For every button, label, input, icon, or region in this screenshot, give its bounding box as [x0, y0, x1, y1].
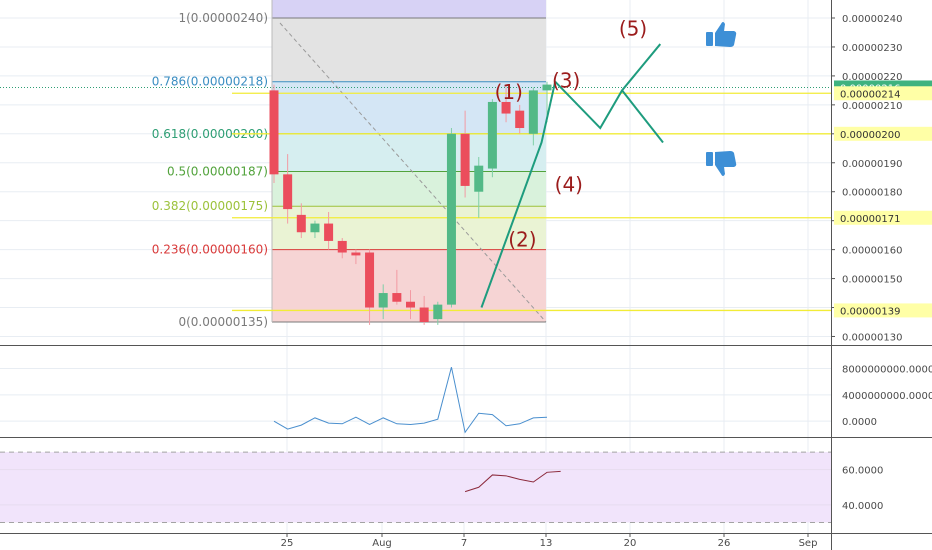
y-tick-label: 0.00000180 — [842, 188, 902, 199]
y-tick-label: 0.00000210 — [842, 101, 902, 112]
candle-body — [269, 90, 279, 175]
candle-body — [324, 223, 334, 241]
price-tag: 0.00000171 — [834, 210, 932, 225]
price-tag-bg — [834, 210, 932, 225]
volume-tick-label: 0.0000 — [842, 417, 877, 428]
candle-body — [528, 90, 538, 134]
fib-level-label: 0.236(0.00000160) — [152, 243, 268, 257]
wave-label: (1) — [495, 80, 523, 104]
price-tag-bg — [834, 303, 932, 318]
volume-line — [273, 367, 548, 434]
x-tick-label: Aug — [372, 538, 392, 549]
rsi-band — [0, 452, 831, 523]
candle-body — [283, 174, 293, 210]
fib-extension-band — [272, 0, 546, 18]
candle-body — [351, 252, 361, 256]
rsi-line — [464, 470, 561, 493]
candle-body — [474, 165, 484, 192]
thumb-cuff — [706, 152, 713, 166]
fib-level-label: 0.618(0.00000200) — [152, 127, 268, 141]
x-tick-label: 25 — [281, 538, 294, 549]
x-tick-label: 20 — [624, 538, 637, 549]
fib-band — [272, 249, 546, 322]
volume-tick-label: 4000000000.0000 — [842, 391, 932, 402]
fib-level-label: 0.382(0.00000175) — [152, 199, 268, 213]
wave-label: (4) — [555, 173, 583, 197]
price-tag-label: 0.00000171 — [840, 214, 900, 225]
price-tag-bg — [834, 126, 932, 141]
candle-body — [392, 293, 402, 302]
thumbs-up-icon — [706, 22, 737, 47]
y-tick-label: 0.00000130 — [842, 332, 902, 343]
y-tick-label: 0.00000220 — [842, 72, 902, 83]
candle-body — [446, 133, 456, 305]
fib-trend-line — [279, 22, 547, 323]
projection-path — [554, 43, 662, 130]
fib-band — [272, 133, 546, 172]
thumb-cuff — [706, 32, 713, 46]
y-tick-label: 0.00000160 — [842, 246, 902, 257]
thumb-hand — [715, 151, 737, 176]
y-tick-label: 0.00000150 — [842, 275, 902, 286]
candle-body — [406, 301, 415, 308]
candle-body — [460, 133, 470, 186]
wave-label: (3) — [552, 68, 580, 92]
candle-body — [542, 84, 552, 91]
fib-level-label: 0.786(0.00000218) — [152, 75, 268, 89]
x-tick-label: Sep — [799, 538, 818, 549]
candle-body — [487, 101, 497, 169]
candle-body — [501, 101, 511, 114]
wave-label: (2) — [508, 228, 536, 252]
candle-body — [419, 307, 429, 322]
price-tag-label: 0.00000200 — [840, 130, 900, 141]
y-tick-label: 0.00000230 — [842, 43, 902, 54]
y-tick-label: 0.00000190 — [842, 159, 902, 170]
projection-path — [621, 89, 664, 144]
candle-body — [296, 214, 306, 233]
fib-band — [272, 81, 546, 134]
thumbs-down-icon — [706, 151, 737, 176]
fib-level-label: 0.5(0.00000187) — [167, 164, 268, 178]
price-tag: 0.00000139 — [834, 303, 932, 318]
candle-body — [378, 293, 388, 308]
candle-body — [337, 240, 347, 253]
fib-band — [272, 18, 546, 82]
price-tag: 0.00000200 — [834, 126, 932, 141]
fib-level-label: 1(0.00000240) — [178, 11, 268, 25]
price-tag-bg — [834, 86, 932, 101]
x-tick-label: 13 — [540, 538, 553, 549]
rsi-tick-label: 40.0000 — [842, 501, 883, 512]
candle-body — [310, 223, 320, 233]
candle-body — [515, 110, 525, 129]
x-tick-label: 26 — [718, 538, 731, 549]
y-tick-label: 0.00000240 — [842, 14, 902, 25]
fib-band — [272, 171, 546, 207]
price-tag-label: 0.00000214 — [840, 89, 900, 100]
wave-label: (5) — [619, 16, 647, 40]
price-tag: 0.00000214 — [834, 86, 932, 101]
price-tag-label: 0.00000139 — [840, 306, 900, 317]
x-tick-label: 7 — [461, 538, 467, 549]
rsi-tick-label: 60.0000 — [842, 466, 883, 477]
candle-body — [365, 252, 375, 308]
fib-level-label: 0(0.00000135) — [178, 315, 268, 329]
wave-path — [480, 81, 557, 308]
volume-tick-label: 8000000000.0000 — [842, 364, 932, 375]
thumb-hand — [715, 22, 737, 47]
candle-body — [433, 304, 443, 320]
